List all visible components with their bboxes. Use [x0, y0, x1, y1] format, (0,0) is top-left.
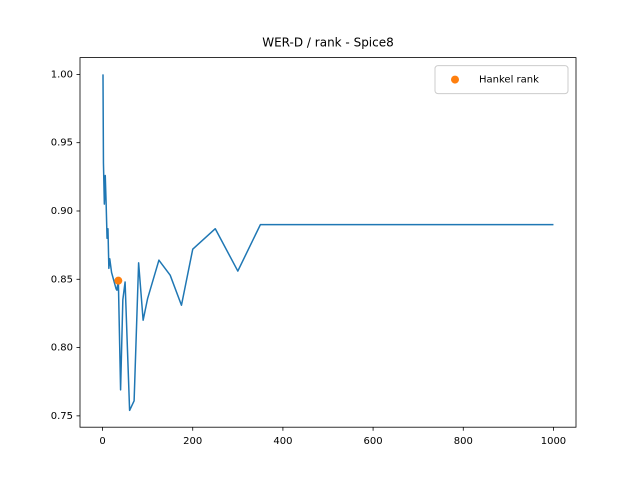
y-tick-label: 1.00 — [51, 69, 73, 80]
y-tick-label: 0.90 — [51, 206, 73, 217]
x-tick-label: 800 — [454, 436, 473, 447]
chart-title: WER-D / rank - Spice8 — [262, 36, 394, 50]
x-tick-label: 400 — [273, 436, 292, 447]
data-point — [114, 276, 123, 285]
data-line — [102, 74, 554, 412]
y-tick-label: 0.85 — [51, 274, 73, 285]
legend: Hankel rank — [434, 65, 569, 95]
axes-frame — [79, 57, 577, 428]
legend-label: Hankel rank — [479, 75, 539, 86]
x-tick-label: 200 — [183, 436, 202, 447]
y-tick-label: 0.95 — [51, 138, 73, 149]
legend-box — [434, 65, 569, 95]
x-tick-label: 1000 — [541, 436, 566, 447]
legend-marker — [451, 75, 459, 84]
y-tick-label: 0.80 — [51, 343, 73, 354]
y-tick-label: 0.75 — [51, 411, 73, 422]
x-tick-label: 0 — [99, 436, 105, 447]
x-tick-label: 600 — [364, 436, 383, 447]
